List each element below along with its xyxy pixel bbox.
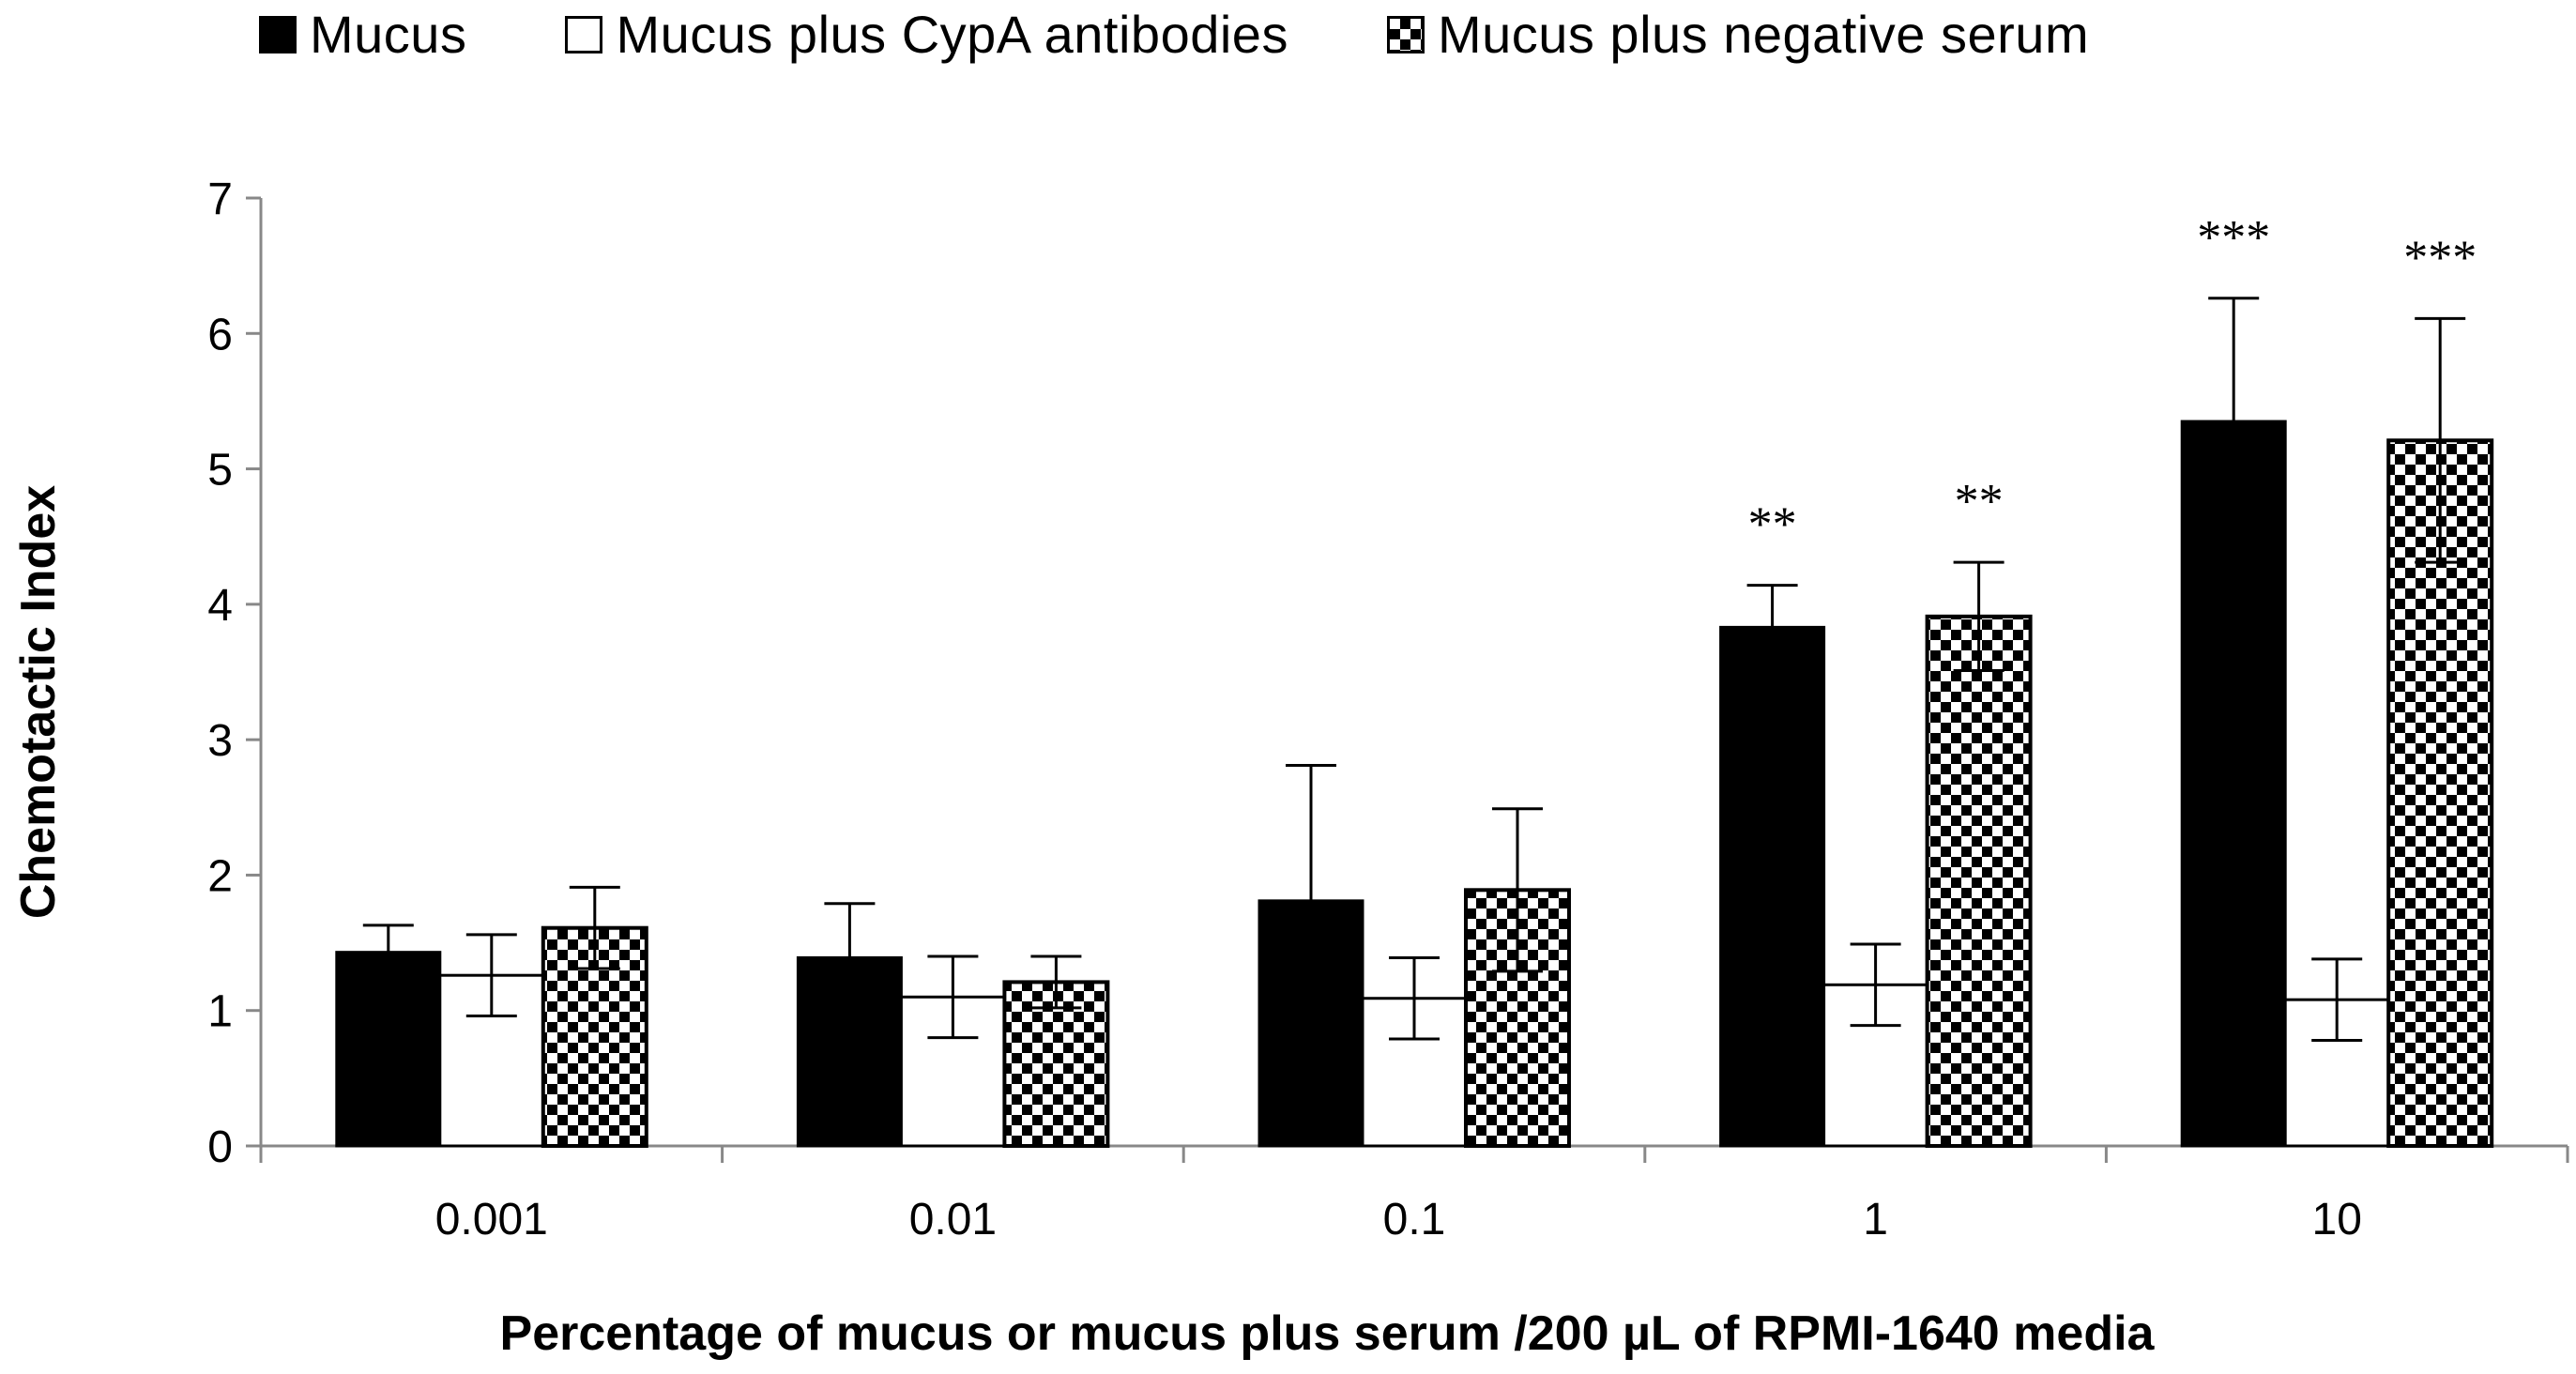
chart-legend: Mucus Mucus plus CypA antibodies Mucus p… bbox=[259, 2, 2187, 68]
legend-swatch-checkered bbox=[1386, 16, 1425, 53]
legend-label: Mucus plus negative serum bbox=[1437, 5, 2090, 64]
significance-label: *** bbox=[2403, 231, 2477, 284]
bar bbox=[335, 951, 442, 1148]
y-tick-label: 5 bbox=[207, 446, 233, 496]
x-axis: 0.001 0.01 0.1 1 10 bbox=[259, 1144, 2569, 1244]
x-axis-title: Percentage of mucus or mucus plus serum … bbox=[500, 1306, 2156, 1361]
significance-annotations: ** ***** *** bbox=[1748, 211, 2477, 552]
y-axis-title: Chemotactic Index bbox=[11, 485, 66, 919]
significance-label: *** bbox=[2197, 211, 2270, 265]
significance-label: ** bbox=[1748, 498, 1797, 552]
x-tick-label: 10 bbox=[2312, 1195, 2362, 1244]
significance-label: ** bbox=[1955, 475, 2004, 528]
bar bbox=[1719, 625, 1826, 1148]
legend-item-mucus: Mucus bbox=[259, 2, 466, 68]
bar bbox=[1822, 983, 1929, 1148]
legend-label: Mucus bbox=[310, 5, 467, 64]
x-tick-label: 0.001 bbox=[435, 1195, 548, 1244]
y-tick-label: 3 bbox=[207, 716, 233, 766]
bar bbox=[1925, 614, 2033, 1148]
legend-swatch-solid bbox=[259, 16, 297, 53]
y-tick-label: 1 bbox=[207, 987, 233, 1037]
legend-label: Mucus plus CypA antibodies bbox=[616, 5, 1288, 64]
legend-item-mucus-negative-serum: Mucus plus negative serum bbox=[1386, 2, 2090, 68]
legend-item-mucus-cypa-antibodies: Mucus plus CypA antibodies bbox=[565, 2, 1288, 68]
y-tick-label: 0 bbox=[207, 1122, 233, 1172]
y-tick-label: 2 bbox=[207, 851, 233, 901]
y-tick-label: 6 bbox=[207, 310, 233, 359]
y-tick-label: 4 bbox=[207, 581, 233, 631]
legend-swatch-white bbox=[565, 16, 603, 53]
bar bbox=[1002, 980, 1110, 1149]
x-tick-label: 1 bbox=[1863, 1195, 1888, 1244]
y-axis: 0 1 2 3 4 5 6 7 bbox=[207, 175, 263, 1172]
y-tick-label: 7 bbox=[207, 175, 233, 224]
x-tick-label: 0.1 bbox=[1383, 1195, 1446, 1244]
x-tick-label: 0.01 bbox=[909, 1195, 997, 1244]
error-bar-group bbox=[362, 297, 2466, 1042]
